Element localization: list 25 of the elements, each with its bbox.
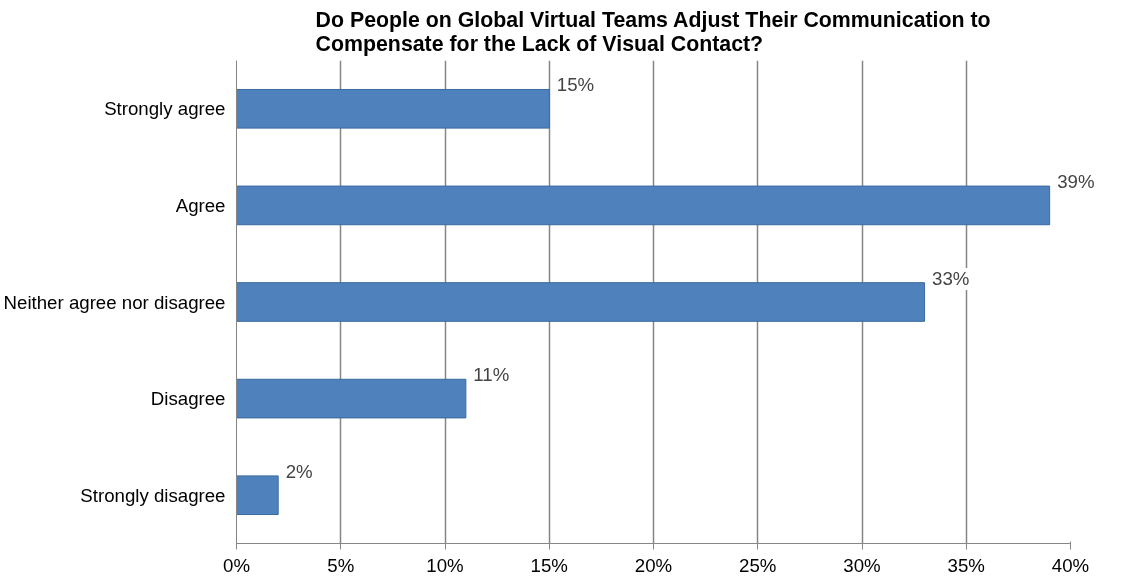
- x-tick-label: 25%: [739, 554, 777, 576]
- bar: [236, 475, 279, 516]
- bar: [236, 378, 467, 419]
- data-label: 11%: [473, 364, 510, 387]
- x-tick-label: 15%: [530, 554, 568, 576]
- y-tick-label: Neither agree nor disagree: [3, 291, 226, 313]
- y-tick-label: Agree: [175, 194, 226, 216]
- y-tick-label: Strongly disagree: [80, 484, 226, 506]
- y-tick-label: Disagree: [150, 388, 226, 410]
- x-tick-label: 40%: [1051, 554, 1090, 576]
- chart-title: Do People on Global Virtual Teams Adjust Their Communication to Compensate for the Lack of Visual Contact?: [315, 7, 991, 56]
- data-label: 15%: [556, 74, 595, 97]
- x-tick-label: 5%: [327, 554, 355, 576]
- bar: [236, 282, 926, 322]
- x-tick-label: 35%: [947, 554, 985, 576]
- data-label: 2%: [285, 460, 313, 483]
- bar: [236, 88, 550, 129]
- x-tick-label: 10%: [426, 554, 464, 576]
- x-tick-label: 0%: [223, 554, 250, 576]
- y-tick-label: Strongly agree: [104, 98, 226, 120]
- x-tick-label: 30%: [843, 554, 881, 576]
- data-label: 33%: [932, 267, 970, 290]
- x-tick-label: 20%: [634, 554, 673, 576]
- bar: [236, 185, 1051, 226]
- data-label: 39%: [1057, 170, 1095, 193]
